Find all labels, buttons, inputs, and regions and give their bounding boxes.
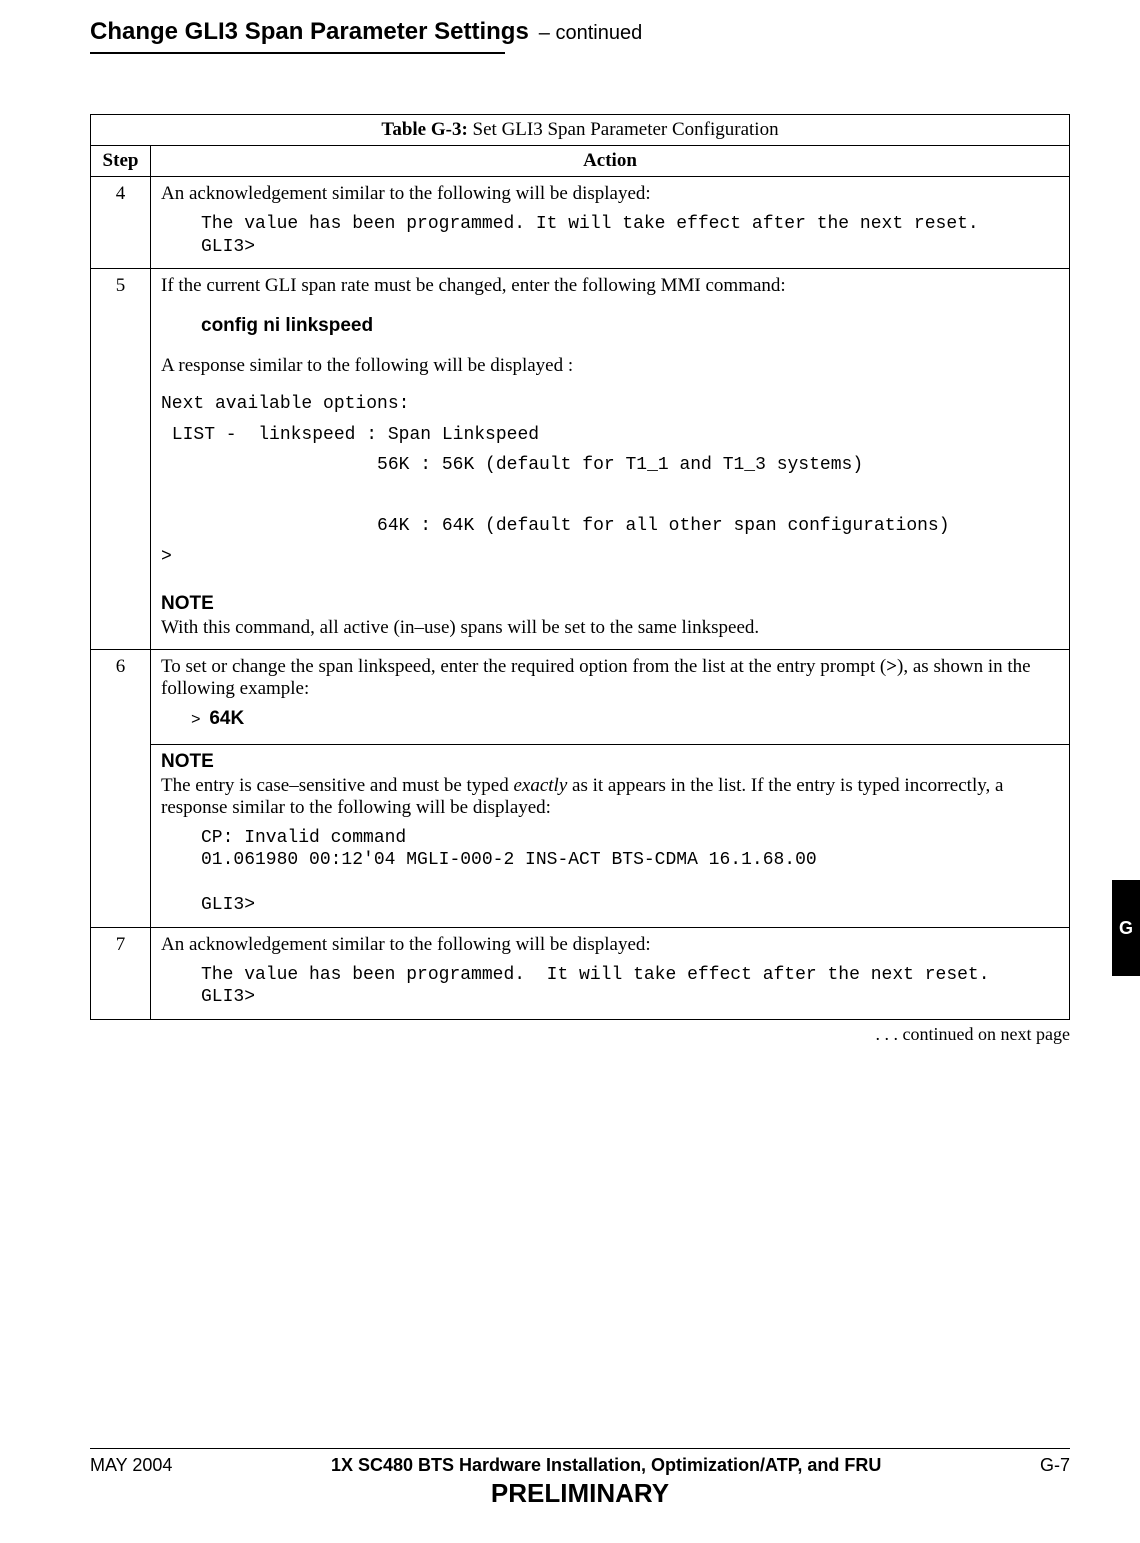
action-cell: If the current GLI span rate must be cha… <box>151 269 1070 650</box>
row5-note-hdr: NOTE <box>161 593 1059 615</box>
row6-note-hdr: NOTE <box>161 751 1059 773</box>
row6-intro-a: To set or change the span linkspeed, ent… <box>161 656 886 677</box>
page-footer: MAY 2004 1X SC480 BTS Hardware Installat… <box>90 1448 1070 1509</box>
table-row: 6 To set or change the span linkspeed, e… <box>91 649 1070 744</box>
side-block-top <box>1112 880 1140 912</box>
footer-title: 1X SC480 BTS Hardware Installation, Opti… <box>172 1455 1040 1476</box>
row5-mono: Next available options: LIST - linkspeed… <box>161 389 1059 573</box>
table-row: 5 If the current GLI span rate must be c… <box>91 269 1070 650</box>
row7-mono: The value has been programmed. It will t… <box>201 964 1059 1009</box>
table-row: 7 An acknowledgement similar to the foll… <box>91 927 1070 1019</box>
table-row-note: NOTE The entry is case–sensitive and mus… <box>91 744 1070 927</box>
row6-note-a: The entry is case–sensitive and must be … <box>161 775 513 796</box>
step-number: 5 <box>91 269 151 650</box>
table-row: 4 An acknowledgement similar to the foll… <box>91 177 1070 269</box>
footer-row: MAY 2004 1X SC480 BTS Hardware Installat… <box>90 1455 1070 1476</box>
col-action: Action <box>151 146 1070 177</box>
row6-intro-b: > <box>886 656 897 677</box>
footer-preliminary: PRELIMINARY <box>90 1478 1070 1509</box>
row6-prompt: > <box>191 711 201 729</box>
row4-text: An acknowledgement similar to the follow… <box>161 183 1059 205</box>
step-number: 4 <box>91 177 151 269</box>
page-header: Change GLI3 Span Parameter Settings – co… <box>90 0 1070 54</box>
config-table: Table G-3: Set GLI3 Span Parameter Confi… <box>90 114 1070 1020</box>
row6-intro: To set or change the span linkspeed, ent… <box>161 656 1059 700</box>
side-tab: G <box>1112 880 1140 976</box>
action-cell: An acknowledgement similar to the follow… <box>151 177 1070 269</box>
row5-cmd: config ni linkspeed <box>201 315 1059 337</box>
table-title-row: Table G-3: Set GLI3 Span Parameter Confi… <box>91 115 1070 146</box>
row6-note-italic: exactly <box>513 775 567 796</box>
side-block-bottom <box>1112 944 1140 976</box>
action-cell: To set or change the span linkspeed, ent… <box>151 649 1070 744</box>
row6-value: 64K <box>209 708 244 729</box>
action-cell: An acknowledgement similar to the follow… <box>151 927 1070 1019</box>
header-suffix: – continued <box>539 22 642 44</box>
row6-entry: > 64K <box>191 708 1059 730</box>
table-title-label: Table G-3: <box>381 119 467 140</box>
table-title-text: Set GLI3 Span Parameter Configuration <box>468 119 779 140</box>
row5-resp-intro: A response similar to the following will… <box>161 355 1059 377</box>
footer-page: G-7 <box>1040 1455 1070 1476</box>
row6-note-body: The entry is case–sensitive and must be … <box>161 775 1059 819</box>
footer-date: MAY 2004 <box>90 1455 172 1476</box>
step-number: 6 <box>91 649 151 927</box>
row5-note-body: With this command, all active (in–use) s… <box>161 617 1059 639</box>
action-cell-note: NOTE The entry is case–sensitive and mus… <box>151 744 1070 927</box>
continued-text: . . . continued on next page <box>90 1024 1070 1045</box>
header-title: Change GLI3 Span Parameter Settings <box>90 18 529 45</box>
row6-mono: CP: Invalid command 01.061980 00:12'04 M… <box>201 827 1059 917</box>
row5-intro: If the current GLI span rate must be cha… <box>161 275 1059 297</box>
row7-text: An acknowledgement similar to the follow… <box>161 934 1059 956</box>
header-rule <box>90 52 505 54</box>
side-tab-label: G <box>1112 912 1140 944</box>
step-number: 7 <box>91 927 151 1019</box>
table-header-row: Step Action <box>91 146 1070 177</box>
col-step: Step <box>91 146 151 177</box>
row4-mono: The value has been programmed. It will t… <box>201 213 1059 258</box>
